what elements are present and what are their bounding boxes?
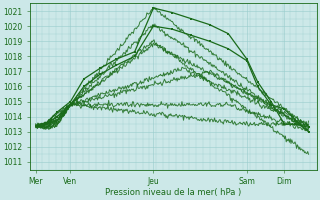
X-axis label: Pression niveau de la mer( hPa ): Pression niveau de la mer( hPa ): [105, 188, 242, 197]
